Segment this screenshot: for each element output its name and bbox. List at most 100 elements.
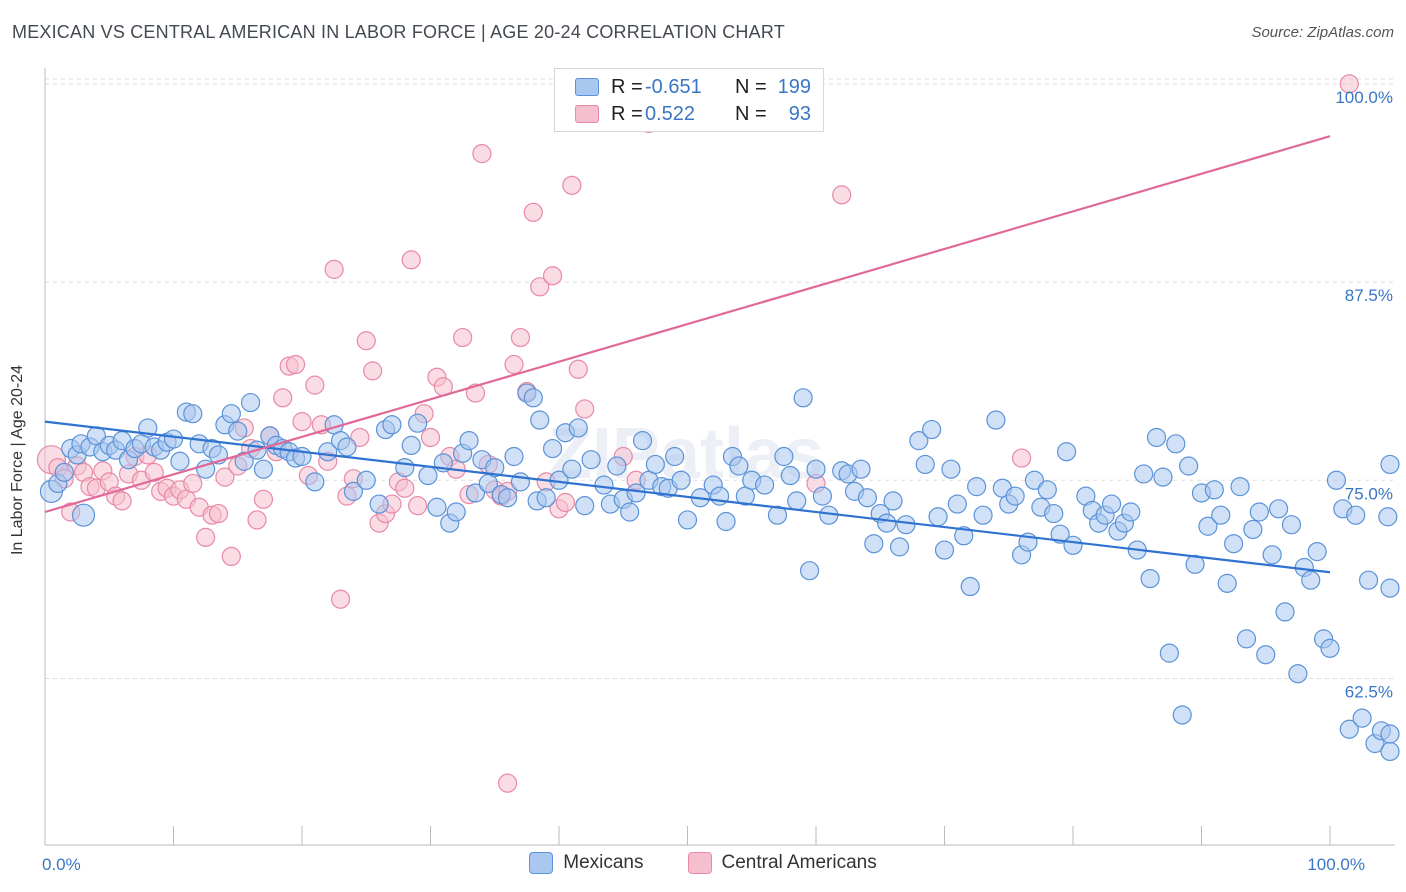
mexican-point xyxy=(864,534,884,554)
series-legend-label: Mexicans xyxy=(563,852,644,873)
mexican-point xyxy=(973,505,993,525)
mexican-point xyxy=(922,419,942,440)
mexican-point xyxy=(632,431,653,451)
mexican-point xyxy=(787,491,807,511)
mexican-point xyxy=(1307,542,1327,562)
mexican-point xyxy=(1301,570,1321,590)
mexican-trend-line xyxy=(44,420,1331,574)
chart-source: Source: ZipAtlas.com xyxy=(1251,24,1394,41)
mexican-point xyxy=(1198,516,1218,536)
central-american-point xyxy=(215,467,235,487)
legend-row-mexicans: R = -0.651 N = 199 xyxy=(575,75,811,99)
mexican-point xyxy=(896,515,916,535)
central-american-point xyxy=(523,202,543,222)
central-american-point xyxy=(253,489,274,509)
mexican-point xyxy=(1056,442,1077,462)
central-american-point xyxy=(324,259,344,279)
mexican-point xyxy=(1380,454,1400,475)
mexican-point xyxy=(1044,503,1064,524)
mexican-point xyxy=(1380,578,1400,598)
mexican-point xyxy=(343,481,363,501)
x-tick-label: 100.0% xyxy=(1307,855,1365,874)
axis-layer xyxy=(44,68,1395,846)
mexican-point xyxy=(774,446,794,467)
central-american-point xyxy=(832,185,852,205)
mexican-point xyxy=(356,470,376,490)
mexican-point xyxy=(1275,602,1295,622)
central-american-point xyxy=(1339,74,1359,94)
y-tick-label: 87.5% xyxy=(1345,286,1393,305)
mexican-point xyxy=(1346,505,1366,525)
mexican-point xyxy=(883,491,903,511)
mexican-point xyxy=(806,459,826,479)
central-american-point xyxy=(183,473,203,494)
central-american-point xyxy=(247,510,267,530)
mexican-point xyxy=(967,477,987,497)
stats-legend: R = -0.651 N = 199 R = 0.522 N = 93 xyxy=(554,68,824,132)
mexican-point xyxy=(716,511,736,532)
mexican-point xyxy=(221,404,241,424)
mexican-point xyxy=(54,462,74,482)
mexican-point xyxy=(581,450,601,470)
mexican-point xyxy=(1185,554,1205,574)
central-american-point xyxy=(112,491,132,511)
mexican-point xyxy=(459,431,479,451)
central-american-point xyxy=(208,503,229,524)
mexican-point xyxy=(575,496,595,516)
central-american-point xyxy=(568,359,588,379)
mexican-point xyxy=(1288,664,1308,684)
central-american-point xyxy=(555,492,576,513)
central-american-point xyxy=(273,388,293,408)
y-tick-label: 100.0% xyxy=(1335,88,1393,107)
central-american-point xyxy=(1011,448,1032,468)
mexican-point xyxy=(1146,427,1167,448)
mexican-point xyxy=(1326,470,1347,490)
mexican-point xyxy=(671,470,691,490)
y-tick-label: 62.5% xyxy=(1345,683,1393,702)
central-american-point xyxy=(144,462,164,482)
central-american-point xyxy=(305,375,325,395)
central-american-point xyxy=(356,331,376,351)
mexican-point xyxy=(620,502,640,522)
mexican-point xyxy=(665,446,685,467)
central-american-point xyxy=(285,354,306,375)
central-american-point xyxy=(542,266,563,286)
mexican-point xyxy=(369,494,389,514)
mexican-point xyxy=(1268,499,1289,519)
mexican-point xyxy=(418,465,438,486)
mexican-point xyxy=(1230,477,1250,497)
mexican-point xyxy=(170,451,190,471)
mexican-point xyxy=(1121,502,1141,522)
central-american-point xyxy=(465,383,486,403)
mexican-point xyxy=(607,456,627,476)
mexican-point xyxy=(1249,502,1269,522)
mexican-point xyxy=(253,459,274,479)
mexican-point xyxy=(594,475,614,495)
mexican-point xyxy=(1262,545,1282,565)
mexican-point xyxy=(1320,638,1340,658)
mexican-point xyxy=(234,451,254,471)
legend-row-central-americans: R = 0.522 N = 93 xyxy=(575,102,811,126)
mexican-point xyxy=(498,488,518,508)
central-american-point xyxy=(453,327,473,348)
mexican-point xyxy=(504,446,524,467)
series-legend-swatch-central-americans xyxy=(687,852,712,874)
mexican-point xyxy=(446,502,466,522)
central-american-point xyxy=(504,354,524,375)
mexican-point xyxy=(1224,534,1244,554)
mexican-point xyxy=(1358,570,1379,590)
central-american-trend-line xyxy=(44,135,1331,514)
legend-n-value: 93 xyxy=(788,102,811,125)
mexican-point xyxy=(530,410,550,430)
y-tick-label: 75.0% xyxy=(1345,484,1393,503)
mexican-point xyxy=(163,429,184,449)
mexican-point xyxy=(1050,524,1070,544)
mexican-point xyxy=(889,537,910,557)
mexican-point xyxy=(1005,486,1025,506)
mexican-point xyxy=(1101,494,1122,514)
mexican-point xyxy=(465,483,486,503)
mexican-point xyxy=(754,475,775,495)
central-american-point xyxy=(472,144,492,164)
central-american-point xyxy=(395,478,415,498)
